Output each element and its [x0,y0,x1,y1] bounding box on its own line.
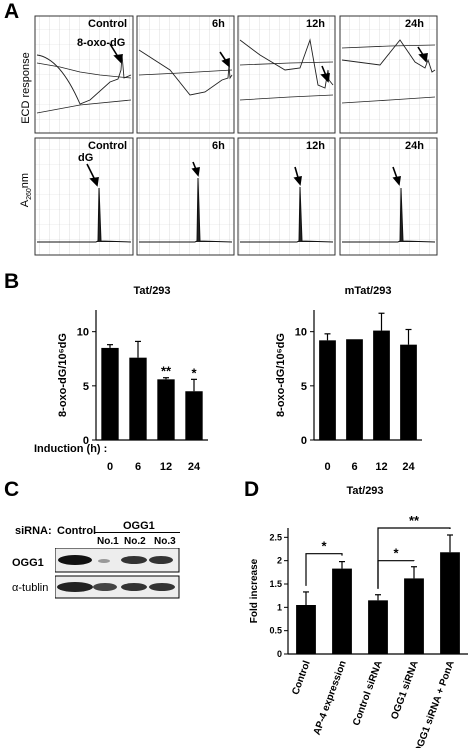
band-tub-no1 [93,583,117,591]
x-category-label: 6 [135,461,141,470]
x-category-label: 0 [107,461,113,470]
x-category-label: OGG1 siRNA [389,659,420,721]
x-category-label: 0 [324,461,330,470]
a260-panel-12h [237,137,336,256]
panel-d-chart: Tat/293 0 0.5 1 1.5 2 2.5 Fold increase ControlA… [249,485,468,748]
significance-bracket [305,553,343,586]
chart-b-0: Tat/293 0 5 10 8-oxo-dG/10⁶dG 0 6 ** 12 * 24 [57,285,208,470]
x-category-label: 12 [375,461,387,470]
band-ogg1-control [58,555,92,565]
bar [400,344,417,440]
chart-d-ytick-label: 1 [277,602,282,612]
x-category-label: 24 [402,461,415,470]
title-bottom-12h: 12h [306,140,325,152]
panel-a-letter: A [4,0,20,23]
ogg1-group-line [94,532,180,533]
panel-b-letter: B [4,270,20,293]
x-category-label: 12 [160,461,172,470]
bar [319,340,336,440]
a260-panel-24h [339,137,438,256]
chart-b-title: mTat/293 [345,285,392,297]
significance-mark: ** [161,364,172,379]
band-ogg1-no1 [98,559,110,563]
title-bottom-6h: 6h [212,140,225,152]
ecd-panel-12h [237,15,336,134]
band-ogg1-no2 [121,556,147,564]
lane-no1: No.1 [97,536,119,547]
chart-b-ytick-label: 10 [295,327,307,339]
title-bottom-control: Control [88,140,128,152]
x-category-label: 6 [351,461,357,470]
lane-no2: No.2 [124,536,146,547]
chart-b-1: mTat/293 0 5 10 8-oxo-dG/10⁶dG 0 6 12 24 [275,285,422,470]
significance-mark: * [393,546,399,561]
bar [346,339,363,440]
chart-b-ylabel: 8-oxo-dG/10⁶dG [57,333,69,417]
bar [440,552,460,654]
ecd-panel-6h [136,15,235,134]
title-bottom-24h: 24h [405,140,424,152]
bar [129,357,147,440]
chart-d-title: Tat/293 [346,485,383,497]
bar [368,600,388,654]
title-top-12h: 12h [306,18,325,30]
chart-b-ytick-label: 5 [83,381,89,393]
x-category-label: Control [290,659,313,696]
x-category-label: Control siRNA [351,659,385,727]
induction-label: Induction (h) : [34,443,108,455]
chromatograms-svg [34,15,438,256]
title-top-6h: 6h [212,18,225,30]
a260-panel-control [34,137,134,256]
band-tub-no3 [149,583,175,591]
x-category-label: 24 [188,461,201,470]
chart-d-ylabel: Fold increase [249,558,260,623]
chart-b-ytick-label: 10 [77,327,89,339]
chart-b-ylabel: 8-oxo-dG/10⁶dG [275,333,287,417]
chart-b-ytick-label: 5 [301,381,307,393]
western-blot [55,548,180,599]
x-category-label: OGG1 siRNA + PonA [413,659,457,748]
row-ogg1-label: OGG1 [12,557,44,569]
lane-no3: No.3 [154,536,176,547]
oxo-dg-label: 8-oxo-dG [77,37,126,49]
ecd-panel-24h [339,15,438,134]
significance-bracket [377,527,451,589]
significance-mark: * [321,539,327,554]
panel-d-letter: D [244,478,260,501]
title-top-control: Control [88,18,128,30]
chart-d-ytick-label: 1.5 [269,579,282,589]
ecd-panel-control [34,15,134,134]
sirna-label: siRNA: [15,525,52,537]
row-tublin-label: α-tublin [12,582,49,594]
control-lane-label: Control [57,525,97,537]
chart-b-ytick-label: 0 [83,435,89,447]
x-category-label: AP-4 expression [312,659,349,736]
bar [332,568,352,654]
significance-mark: * [191,365,197,380]
dg-label: dG [78,152,94,164]
bar [296,605,316,654]
chart-d-ytick-label: 2 [277,556,282,566]
bar [101,347,119,440]
chart-d-ytick-label: 0.5 [269,626,282,636]
bar [157,379,175,440]
chart-d-ytick-label: 2.5 [269,532,282,542]
a260-panel-6h [136,137,235,256]
bar [373,330,390,440]
significance-mark: ** [409,513,420,528]
title-top-24h: 24h [405,18,424,30]
band-tub-no2 [121,583,147,591]
panel-c-letter: C [4,478,20,501]
chart-d-ytick-label: 0 [277,649,282,659]
chart-b-title: Tat/293 [133,285,170,297]
bar [404,578,424,654]
band-ogg1-no3 [149,556,173,564]
ogg1-group-label: OGG1 [123,520,155,532]
bar [185,391,203,440]
band-tub-control [57,582,93,592]
chart-b-ytick-label: 0 [301,435,307,447]
